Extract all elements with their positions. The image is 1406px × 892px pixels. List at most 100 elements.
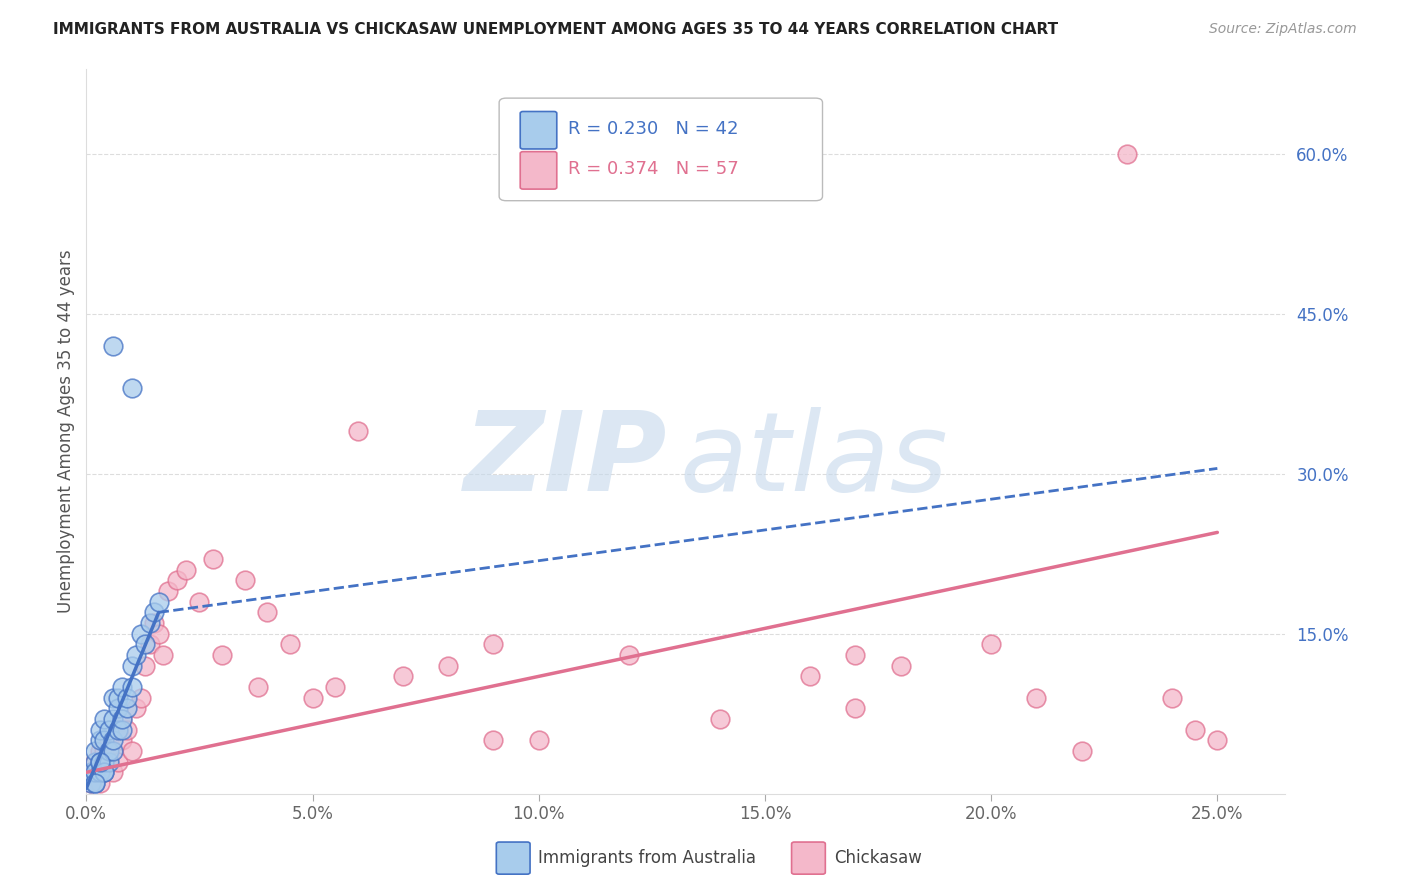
- Point: [80, 776, 103, 790]
- Point: [437, 658, 460, 673]
- Point: [97, 723, 120, 737]
- Text: atlas: atlas: [679, 407, 949, 514]
- Point: [143, 606, 166, 620]
- Point: [201, 552, 224, 566]
- Point: [278, 637, 301, 651]
- Point: [166, 574, 188, 588]
- Point: [93, 733, 115, 747]
- Point: [115, 690, 138, 705]
- Point: [174, 563, 197, 577]
- Point: [125, 701, 148, 715]
- Point: [93, 765, 115, 780]
- Point: [89, 765, 111, 780]
- Point: [709, 712, 731, 726]
- Y-axis label: Unemployment Among Ages 35 to 44 years: Unemployment Among Ages 35 to 44 years: [58, 249, 75, 613]
- Point: [138, 637, 160, 651]
- Point: [89, 776, 111, 790]
- Point: [482, 637, 505, 651]
- Point: [84, 765, 107, 780]
- Point: [323, 680, 346, 694]
- Point: [89, 733, 111, 747]
- Point: [89, 744, 111, 758]
- Point: [482, 733, 505, 747]
- Point: [1161, 690, 1184, 705]
- Point: [97, 744, 120, 758]
- Point: [97, 755, 120, 769]
- Point: [93, 744, 115, 758]
- Point: [103, 733, 125, 747]
- Point: [84, 755, 107, 769]
- Point: [111, 723, 134, 737]
- Text: ZIP: ZIP: [464, 407, 668, 514]
- Point: [619, 648, 641, 662]
- Point: [392, 669, 415, 683]
- Point: [138, 615, 160, 630]
- Point: [107, 701, 129, 715]
- Point: [188, 595, 211, 609]
- Point: [80, 776, 103, 790]
- Point: [143, 615, 166, 630]
- Point: [84, 765, 107, 780]
- Point: [134, 637, 156, 651]
- Point: [97, 733, 120, 747]
- Point: [115, 723, 138, 737]
- Point: [103, 339, 125, 353]
- Point: [129, 690, 152, 705]
- Point: [111, 680, 134, 694]
- Point: [84, 776, 107, 790]
- Point: [346, 424, 368, 438]
- Point: [89, 755, 111, 769]
- Point: [103, 744, 125, 758]
- Text: IMMIGRANTS FROM AUSTRALIA VS CHICKASAW UNEMPLOYMENT AMONG AGES 35 TO 44 YEARS CO: IMMIGRANTS FROM AUSTRALIA VS CHICKASAW U…: [53, 22, 1059, 37]
- Point: [156, 584, 179, 599]
- Point: [93, 765, 115, 780]
- Point: [301, 690, 323, 705]
- Point: [121, 658, 143, 673]
- Point: [844, 648, 866, 662]
- Point: [93, 765, 115, 780]
- Text: R = 0.374   N = 57: R = 0.374 N = 57: [568, 160, 738, 178]
- Point: [93, 755, 115, 769]
- Point: [134, 658, 156, 673]
- Point: [1070, 744, 1092, 758]
- Point: [256, 606, 278, 620]
- Point: [80, 765, 103, 780]
- Point: [121, 680, 143, 694]
- Point: [1184, 723, 1206, 737]
- Point: [111, 712, 134, 726]
- Point: [527, 733, 550, 747]
- Point: [80, 765, 103, 780]
- Point: [148, 595, 170, 609]
- Point: [115, 701, 138, 715]
- Text: Immigrants from Australia: Immigrants from Australia: [538, 849, 756, 867]
- Point: [84, 776, 107, 790]
- Point: [107, 723, 129, 737]
- Point: [233, 574, 256, 588]
- Point: [111, 712, 134, 726]
- Point: [1115, 146, 1137, 161]
- Point: [148, 626, 170, 640]
- Point: [89, 755, 111, 769]
- Point: [129, 626, 152, 640]
- Point: [107, 723, 129, 737]
- Point: [84, 744, 107, 758]
- Point: [1206, 733, 1229, 747]
- Point: [211, 648, 233, 662]
- Point: [121, 744, 143, 758]
- Point: [93, 712, 115, 726]
- Point: [844, 701, 866, 715]
- Point: [111, 733, 134, 747]
- Point: [1025, 690, 1047, 705]
- Text: Source: ZipAtlas.com: Source: ZipAtlas.com: [1209, 22, 1357, 37]
- Point: [980, 637, 1002, 651]
- Point: [107, 690, 129, 705]
- Text: Chickasaw: Chickasaw: [834, 849, 922, 867]
- Point: [97, 755, 120, 769]
- Point: [125, 648, 148, 662]
- Point: [103, 712, 125, 726]
- Point: [152, 648, 174, 662]
- Point: [89, 723, 111, 737]
- Point: [247, 680, 270, 694]
- Point: [84, 755, 107, 769]
- Point: [89, 755, 111, 769]
